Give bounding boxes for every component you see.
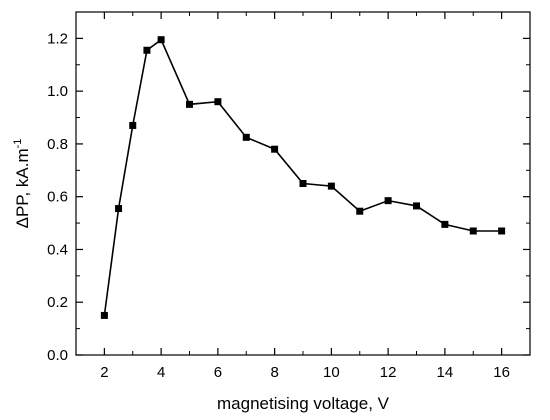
data-point	[129, 121, 137, 129]
data-point	[441, 220, 449, 228]
x-tick-label: 16	[493, 364, 510, 381]
y-tick-label: 0.2	[47, 294, 68, 311]
data-point	[327, 182, 335, 190]
y-tick-label: 0.0	[47, 347, 68, 364]
data-point	[271, 145, 279, 153]
y-tick-label: 1.0	[47, 83, 68, 100]
data-point	[115, 205, 123, 213]
y-axis-title-superscript: -1	[12, 139, 24, 149]
data-point	[157, 36, 165, 44]
data-point	[299, 180, 307, 187]
data-point	[186, 100, 193, 108]
y-tick-label: 0.6	[47, 189, 68, 206]
x-tick-label: 4	[157, 364, 165, 381]
y-axis-title: ΔPP, kA.m-1	[12, 139, 32, 229]
data-point	[469, 227, 477, 235]
data-point	[384, 197, 392, 205]
data-point	[498, 227, 506, 235]
y-axis-ticks: 0.0 0.2 0.4 0.6 0.8 1.0 1.2	[47, 30, 530, 364]
y-tick-label: 0.8	[47, 136, 68, 153]
data-point	[143, 46, 151, 54]
x-axis-title: magnetising voltage, V	[217, 394, 390, 413]
data-point	[413, 202, 420, 210]
data-point	[100, 311, 108, 319]
x-tick-label: 12	[380, 364, 397, 381]
y-tick-label: 0.4	[47, 241, 68, 258]
x-axis-ticks: 2 4 6 8 10 12 14 16	[75, 12, 531, 381]
x-tick-label: 2	[100, 364, 108, 381]
data-point	[356, 207, 364, 215]
x-tick-label: 6	[214, 364, 222, 381]
series-layer	[100, 36, 506, 319]
series-line	[103, 38, 502, 316]
y-axis-title-main: ΔPP, kA.m	[13, 148, 32, 228]
x-tick-label: 10	[323, 364, 340, 381]
x-tick-label: 14	[437, 364, 454, 381]
y-tick-label: 1.2	[47, 30, 68, 47]
data-point	[214, 98, 222, 106]
x-tick-label: 8	[270, 364, 278, 381]
data-point	[242, 133, 250, 141]
